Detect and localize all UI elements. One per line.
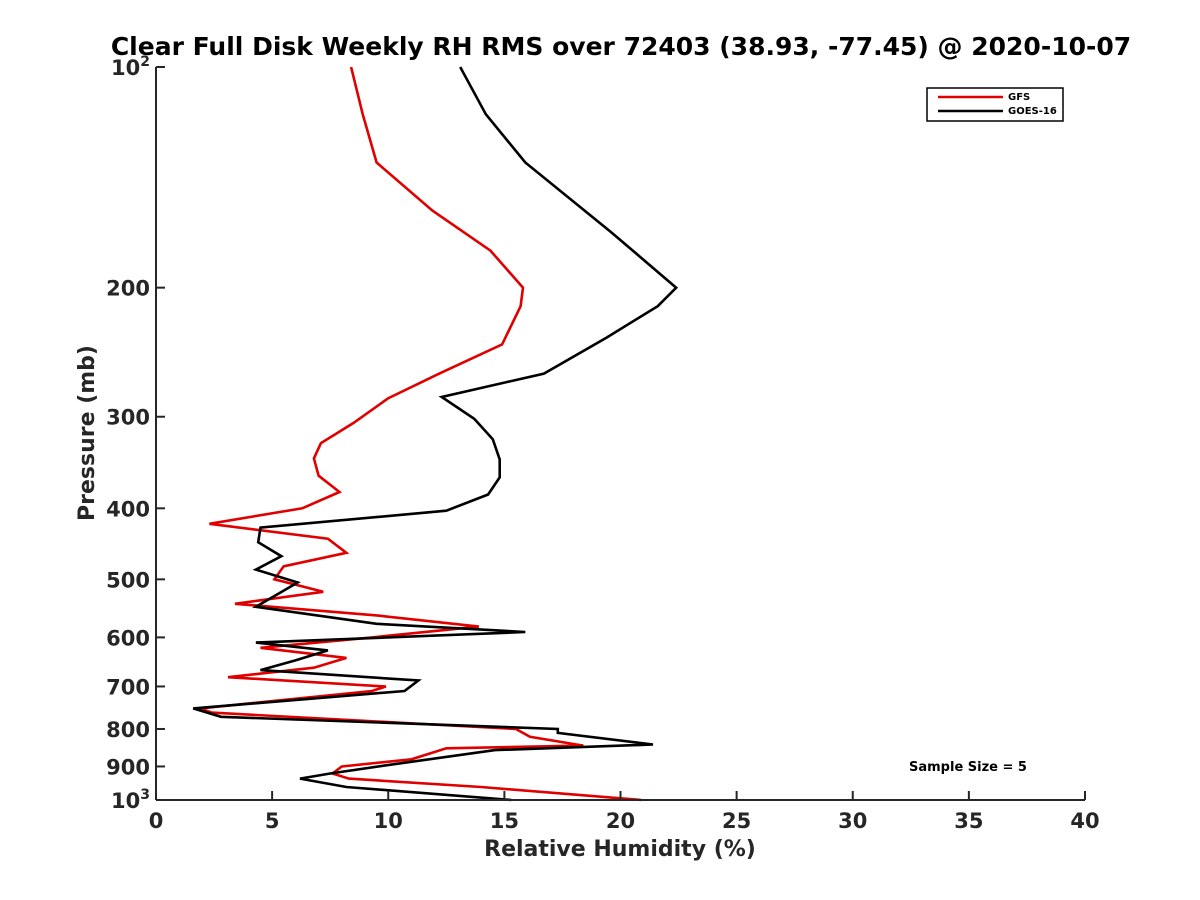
x-tick-label: 40 [1070, 809, 1099, 833]
x-tick-label: 30 [838, 809, 867, 833]
y-tick-label: 700 [106, 675, 150, 699]
legend: GFS GOES-16 [926, 87, 1064, 122]
x-axis-label: Relative Humidity (%) [484, 837, 756, 862]
y-tick-label: 600 [106, 626, 150, 650]
series-line-gfs [199, 66, 642, 802]
sample-size-annotation: Sample Size = 5 [909, 760, 1027, 775]
x-tick-label: 35 [954, 809, 983, 833]
x-tick-label: 20 [606, 809, 635, 833]
y-tick-label: 200 [106, 277, 150, 301]
x-tick-label: 0 [149, 809, 164, 833]
series-line-goes16 [192, 66, 679, 802]
legend-label-goes16: GOES-16 [1008, 106, 1057, 117]
y-tick-label: 400 [106, 497, 150, 521]
x-ticks: 0 5 10 15 20 25 30 35 40 [149, 791, 1100, 833]
x-tick-label: 5 [265, 809, 280, 833]
y-tick-label: 103 [111, 787, 150, 813]
x-tick-label: 15 [490, 809, 519, 833]
y-tick-label: 300 [106, 406, 150, 430]
y-axis-label: Pressure (mb) [75, 345, 100, 521]
legend-box [926, 87, 1064, 122]
plot-area [156, 67, 1085, 800]
legend-label-gfs: GFS [1008, 92, 1030, 103]
series-layer [192, 66, 679, 802]
x-tick-label: 25 [722, 809, 751, 833]
y-tick-label: 102 [111, 54, 150, 80]
y-tick-label: 900 [106, 755, 150, 779]
y-tick-label: 800 [106, 718, 150, 742]
x-tick-label: 10 [374, 809, 403, 833]
y-ticks: 102 200 300 400 500 600 700 800 900 103 [106, 54, 165, 813]
y-tick-label: 500 [106, 568, 150, 592]
chart-title: Clear Full Disk Weekly RH RMS over 72403… [111, 32, 1131, 61]
